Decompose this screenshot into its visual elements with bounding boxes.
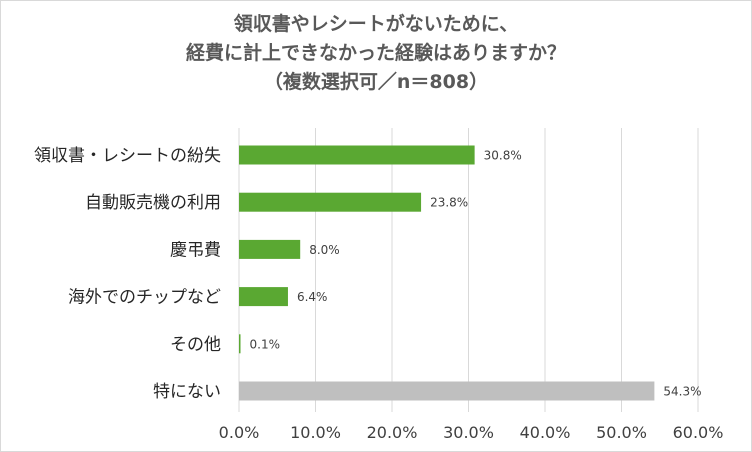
chart-title-line-2: 経費に計上できなかった経験はありますか？ <box>185 42 566 64</box>
x-tick-label: 0.0% <box>219 423 260 442</box>
x-tick-label: 60.0% <box>673 423 724 442</box>
bar <box>239 287 288 307</box>
category-label: 自動販売機の利用 <box>85 193 221 213</box>
x-tick-label: 10.0% <box>290 423 341 442</box>
chart-title: 領収書やレシートがないために、 経費に計上できなかった経験はありますか？ （複数… <box>0 10 752 97</box>
bar <box>239 334 241 354</box>
chart-title-line-3: （複数選択可／n＝808） <box>263 71 489 93</box>
bar <box>239 381 655 401</box>
category-label: 特にない <box>153 382 221 402</box>
category-label: 海外でのチップなど <box>68 288 221 308</box>
category-label: 領収書・レシートの紛失 <box>34 146 221 166</box>
x-tick-label: 30.0% <box>443 423 494 442</box>
bar <box>239 192 422 212</box>
data-label: 8.0% <box>309 243 340 257</box>
x-tick-label: 50.0% <box>596 423 647 442</box>
data-label: 54.3% <box>663 385 701 399</box>
bar <box>239 145 475 165</box>
category-label: 慶弔費 <box>170 240 221 260</box>
data-label: 0.1% <box>250 337 281 351</box>
data-label: 6.4% <box>297 290 328 304</box>
chart-title-line-1: 領収書やレシートがないために、 <box>233 13 519 35</box>
category-label: その他 <box>170 335 221 355</box>
x-tick-label: 20.0% <box>367 423 418 442</box>
x-tick-label: 40.0% <box>520 423 571 442</box>
bar <box>239 239 301 259</box>
data-label: 23.8% <box>430 196 468 210</box>
data-label: 30.8% <box>484 149 522 163</box>
